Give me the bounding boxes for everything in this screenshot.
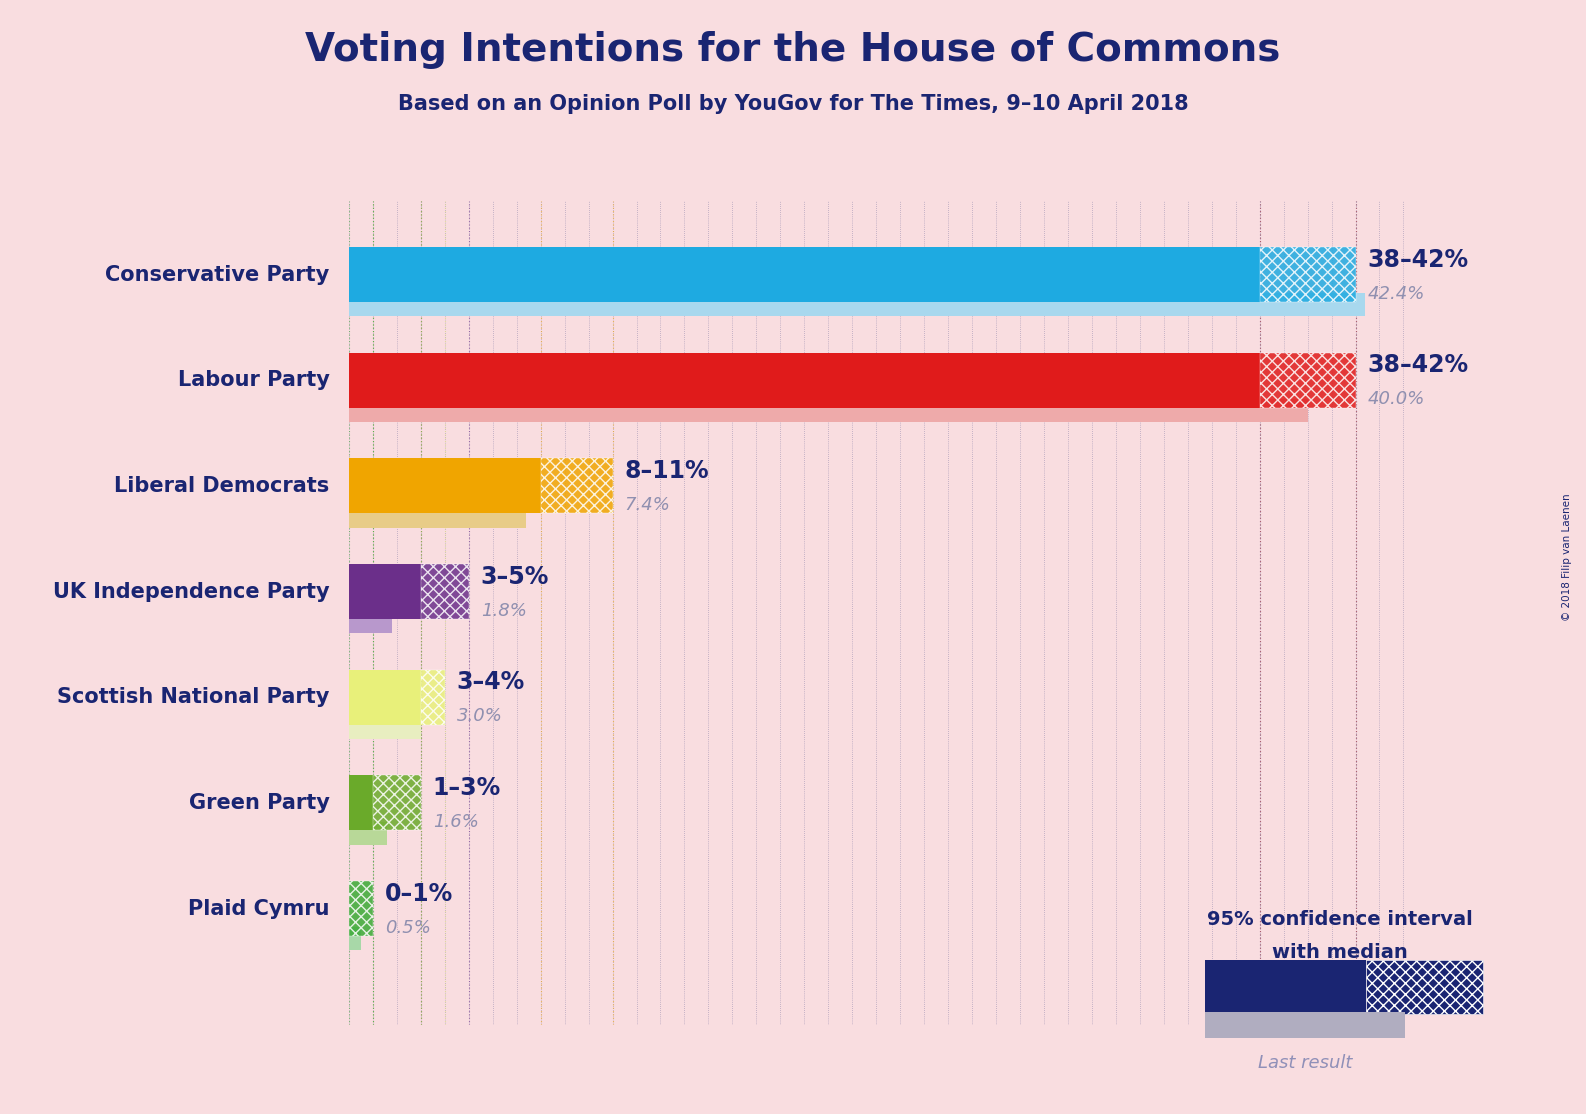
Text: Green Party: Green Party — [189, 793, 330, 813]
Bar — [373, 775, 420, 830]
Text: Plaid Cymru: Plaid Cymru — [189, 899, 330, 919]
Bar — [349, 293, 1366, 316]
Text: 1.6%: 1.6% — [433, 813, 479, 831]
Text: 7.4%: 7.4% — [625, 496, 671, 514]
Text: Conservative Party: Conservative Party — [106, 264, 330, 284]
Bar — [420, 564, 469, 619]
Text: 3–4%: 3–4% — [457, 671, 525, 694]
Text: 38–42%: 38–42% — [1367, 247, 1469, 272]
Text: 95% confidence interval: 95% confidence interval — [1207, 909, 1473, 929]
Bar — [349, 716, 420, 739]
Text: Labour Party: Labour Party — [178, 370, 330, 390]
Bar — [349, 927, 362, 950]
Text: Based on an Opinion Poll by YouGov for The Times, 9–10 April 2018: Based on an Opinion Poll by YouGov for T… — [398, 94, 1188, 114]
Text: 38–42%: 38–42% — [1367, 353, 1469, 378]
Text: Last result: Last result — [1258, 1054, 1353, 1072]
Text: 1.8%: 1.8% — [481, 602, 527, 619]
Bar — [349, 610, 392, 634]
Text: 42.4%: 42.4% — [1367, 284, 1424, 303]
Text: Scottish National Party: Scottish National Party — [57, 687, 330, 707]
Bar — [349, 505, 527, 528]
Bar — [349, 458, 541, 514]
Bar — [541, 458, 612, 514]
Bar — [1259, 353, 1356, 408]
Bar — [1259, 247, 1356, 302]
Bar — [420, 670, 444, 725]
Bar — [349, 821, 387, 844]
Text: UK Independence Party: UK Independence Party — [52, 582, 330, 602]
Text: Liberal Democrats: Liberal Democrats — [114, 476, 330, 496]
Text: 0.5%: 0.5% — [385, 919, 431, 937]
Text: with median: with median — [1272, 942, 1408, 962]
Text: Voting Intentions for the House of Commons: Voting Intentions for the House of Commo… — [306, 31, 1280, 69]
Text: 0–1%: 0–1% — [385, 882, 454, 906]
Text: 3–5%: 3–5% — [481, 565, 549, 589]
Text: © 2018 Filip van Laenen: © 2018 Filip van Laenen — [1562, 494, 1572, 620]
Bar — [349, 775, 373, 830]
Bar — [349, 353, 1259, 408]
Text: 1–3%: 1–3% — [433, 776, 501, 800]
Text: 40.0%: 40.0% — [1367, 390, 1424, 408]
Bar — [349, 247, 1259, 302]
Text: 3.0%: 3.0% — [457, 707, 503, 725]
Bar — [349, 564, 420, 619]
Bar — [349, 670, 420, 725]
Bar — [349, 881, 373, 936]
Text: 8–11%: 8–11% — [625, 459, 709, 483]
Bar — [349, 399, 1307, 422]
